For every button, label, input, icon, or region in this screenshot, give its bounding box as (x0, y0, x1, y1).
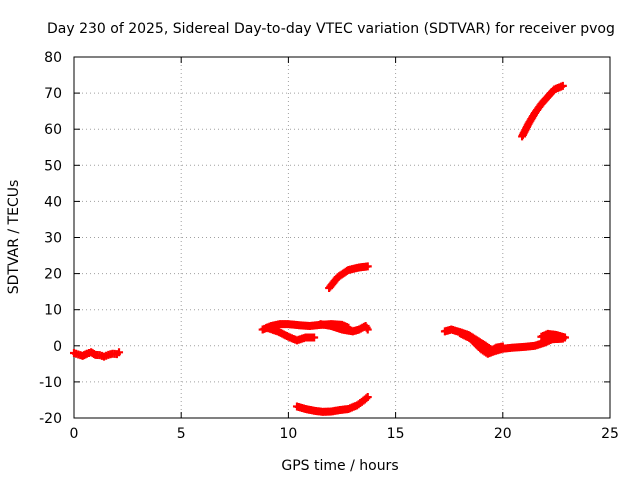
data-point (363, 393, 372, 402)
data-point (558, 81, 567, 90)
x-tick-label: 10 (279, 426, 297, 442)
series-arc-3 (262, 323, 319, 345)
y-tick-label: -10 (39, 375, 62, 391)
data-point (310, 333, 319, 342)
series-arc-1 (70, 348, 124, 361)
y-tick-label: 60 (44, 122, 62, 138)
y-tick-label: 80 (44, 50, 62, 66)
y-axis-label: SDTVAR / TECUs (6, 180, 22, 295)
x-tick-label: 15 (387, 426, 405, 442)
x-tick-label: 20 (494, 426, 512, 442)
y-tick-label: -20 (39, 411, 62, 427)
data-point (363, 325, 372, 334)
grid (74, 57, 610, 418)
y-tick-label: 30 (44, 231, 62, 247)
data-point (363, 262, 372, 271)
data-point (560, 333, 569, 342)
data-marks (70, 81, 569, 416)
plot-frame (73, 56, 611, 419)
series-arc-6 (292, 393, 372, 416)
series-arc-4 (316, 320, 372, 336)
x-tick-label: 25 (601, 426, 619, 442)
chart-title: Day 230 of 2025, Sidereal Day-to-day VTE… (47, 21, 615, 37)
y-tick-label: 10 (44, 303, 62, 319)
x-tick-label: 5 (177, 426, 186, 442)
y-tick-label: 40 (44, 194, 62, 210)
series-arc-10 (518, 81, 567, 141)
y-tick-label: 70 (44, 86, 62, 102)
y-tick-label: 0 (53, 339, 62, 355)
data-point (115, 348, 124, 357)
y-tick-label: 20 (44, 267, 62, 283)
data-point (362, 394, 371, 403)
series-arc-9 (537, 329, 569, 342)
tick-labels: 0 5 10 15 20 25 -20 -10 0 10 20 30 40 50 60 70 80 (39, 50, 619, 442)
y-tick-label: 50 (44, 158, 62, 174)
x-axis-label: GPS time / hours (281, 458, 398, 474)
series-arc-5 (325, 262, 372, 293)
x-tick-label: 0 (70, 426, 79, 442)
